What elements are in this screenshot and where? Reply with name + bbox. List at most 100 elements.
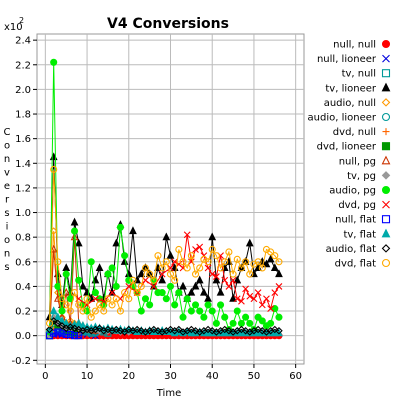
data-point: [75, 301, 83, 309]
data-point: [237, 325, 246, 334]
legend-label: null, pg: [339, 156, 376, 167]
legend-item: tv, pg: [347, 171, 391, 182]
x-tick-label: 60: [289, 371, 302, 382]
data-point: [66, 323, 75, 331]
data-point: [74, 325, 83, 334]
data-point: [275, 258, 283, 266]
x-axis-label: Time: [156, 388, 181, 399]
data-point: [137, 307, 145, 315]
legend-label: tv, null: [342, 69, 376, 80]
y-scale-exponent: 2: [19, 16, 24, 25]
data-point: [242, 313, 250, 321]
data-point: [237, 319, 245, 327]
data-point: [275, 313, 283, 321]
data-point: [79, 281, 87, 290]
legend-marker: [381, 258, 391, 268]
data-point: [241, 326, 250, 335]
data-point: [225, 248, 233, 256]
data-point: [258, 317, 266, 325]
data-point: [267, 305, 275, 312]
legend-marker: [381, 39, 391, 49]
legend-item: dvd, null: [333, 127, 390, 138]
data-point: [242, 258, 250, 266]
data-point: [137, 282, 145, 290]
data-point: [175, 245, 183, 254]
y-axis-label-char: o: [4, 235, 10, 246]
legend: null, null null, lioneer tv, null tv, lione…: [308, 39, 391, 270]
data-point: [229, 319, 237, 327]
legend-label: audio, null: [324, 98, 376, 109]
y-tick-label: 0.6: [15, 257, 31, 268]
data-point: [49, 306, 58, 315]
y-axis-label-char: e: [4, 181, 10, 192]
data-point: [196, 307, 204, 315]
data-point: [104, 325, 112, 334]
data-point: [62, 287, 71, 296]
data-point: [116, 307, 124, 315]
data-point: [70, 232, 79, 241]
data-point: [58, 322, 66, 330]
legend-marker: [381, 142, 391, 151]
legend-marker: [381, 112, 391, 122]
data-point: [191, 301, 200, 309]
data-point: [83, 325, 91, 334]
y-axis-label: Conversions: [4, 127, 11, 273]
data-point: [162, 258, 170, 266]
x-tick-label: 0: [42, 371, 48, 382]
data-point: [100, 307, 108, 315]
data-point: [245, 238, 254, 247]
data-point: [96, 301, 104, 309]
data-point: [254, 258, 262, 266]
data-point: [167, 264, 174, 272]
data-point: [183, 295, 191, 303]
data-point: [79, 307, 87, 315]
data-point: [258, 264, 266, 272]
data-point: [54, 319, 62, 328]
data-point: [158, 264, 166, 272]
data-point: [146, 270, 154, 278]
data-point: [271, 289, 279, 296]
legend-label: dvd, flat: [335, 259, 376, 270]
data-point: [112, 238, 121, 247]
data-point: [54, 328, 62, 336]
data-point: [162, 295, 170, 303]
data-point: [237, 264, 245, 272]
data-point: [58, 329, 66, 337]
data-point: [220, 325, 229, 334]
data-point: [212, 275, 221, 284]
data-point: [212, 252, 220, 260]
legend-marker: [381, 228, 391, 238]
data-point: [225, 283, 233, 290]
data-point: [192, 246, 199, 253]
data-point: [104, 270, 112, 278]
data-point: [250, 295, 258, 303]
y-axis-label-char: n: [4, 154, 10, 165]
data-point: [121, 289, 129, 297]
data-point: [187, 307, 195, 315]
y-tick-label: 2.2: [15, 60, 31, 71]
data-point: [229, 270, 237, 278]
y-tick-label: 0.8: [15, 233, 31, 244]
x-tick-label: 50: [248, 371, 261, 382]
data-point: [166, 282, 175, 290]
data-point: [83, 295, 91, 303]
data-point: [45, 319, 54, 327]
data-point: [54, 258, 62, 266]
data-point: [70, 324, 79, 333]
y-scale-base: x10: [4, 22, 23, 33]
data-point: [187, 325, 196, 334]
data-point: [74, 238, 83, 247]
legend-marker: [381, 98, 391, 107]
data-point: [62, 301, 70, 309]
legend-label: tv, pg: [347, 171, 376, 182]
data-point: [204, 264, 212, 272]
y-axis-label-char: v: [4, 168, 10, 179]
legend-item: audio, null: [324, 98, 391, 109]
data-point: [158, 275, 167, 284]
legend-item: audio, flat: [326, 244, 391, 255]
data-point: [262, 259, 271, 268]
data-point: [166, 250, 175, 259]
data-point: [141, 264, 150, 272]
data-point: [267, 248, 275, 256]
